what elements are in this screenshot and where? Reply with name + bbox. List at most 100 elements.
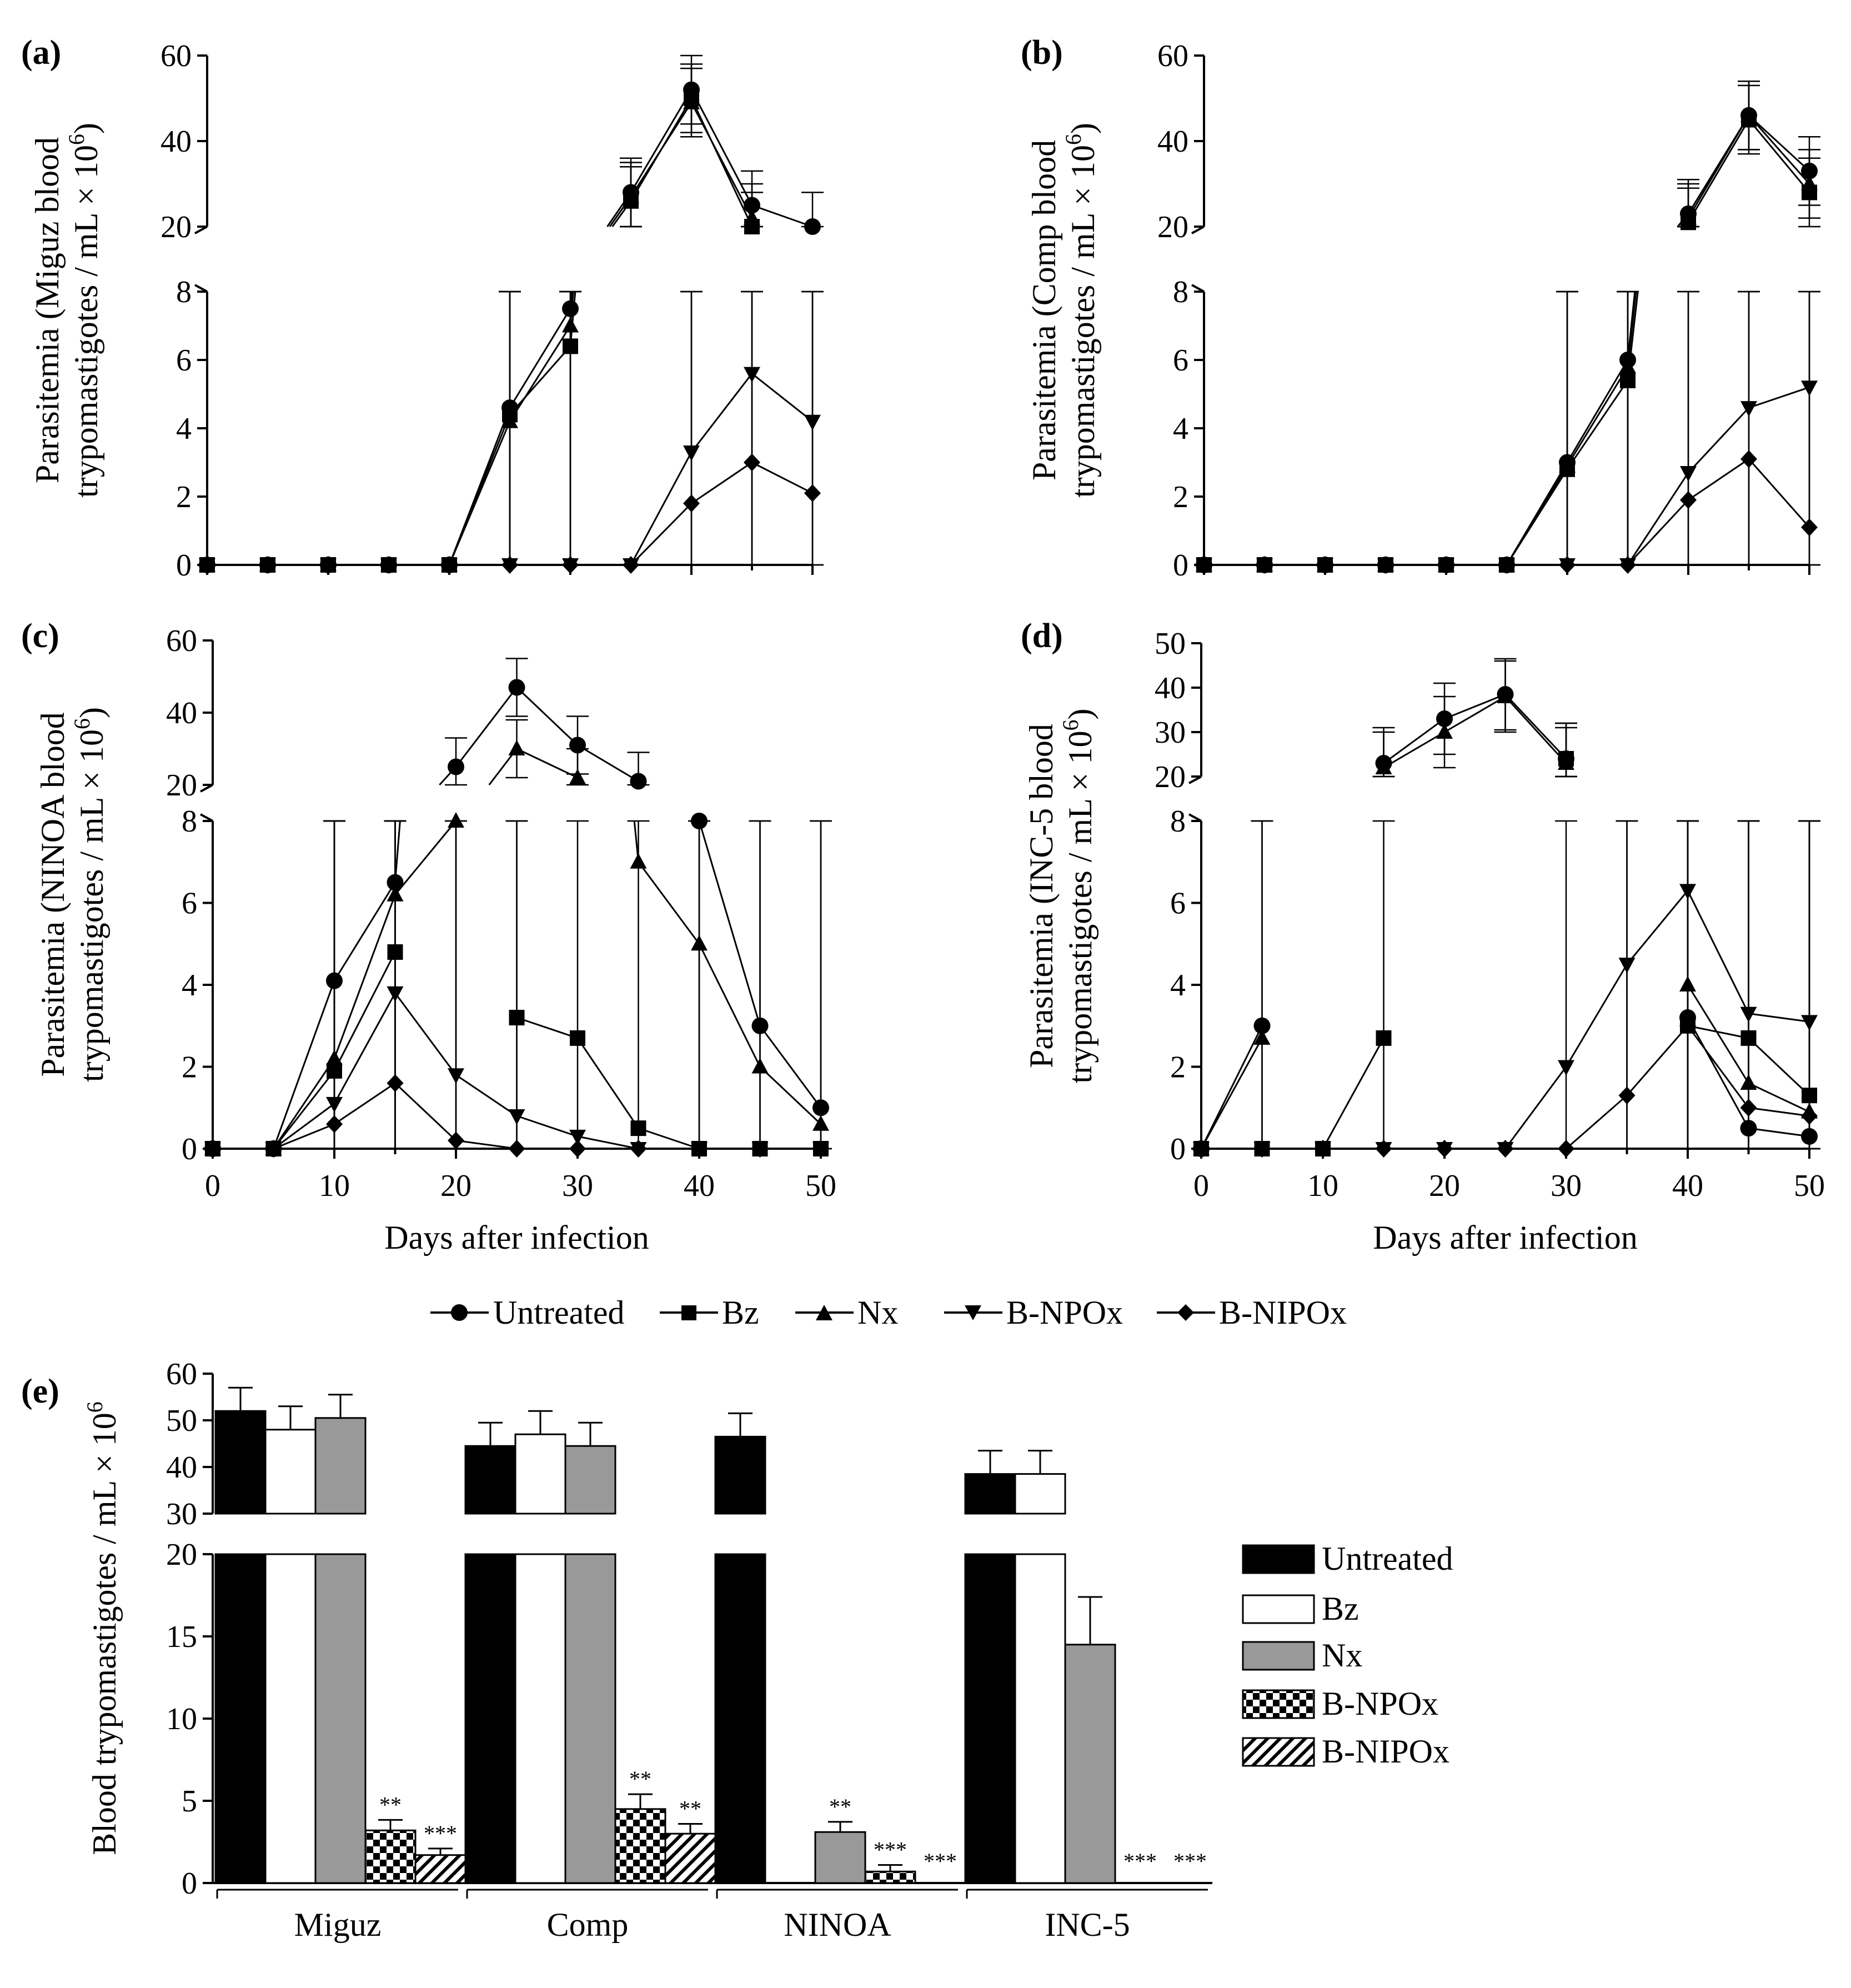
- series-line: [631, 503, 691, 565]
- y-axis-label-close: ): [73, 707, 110, 718]
- x-tick-label: 30: [1551, 1169, 1582, 1203]
- bar-legend-b-nipox-swatch: [1243, 1738, 1314, 1766]
- line-legend: Untreated Bz Nx B-NPOx B-NIPOx: [430, 1294, 1347, 1331]
- x-tick-label: 40: [1672, 1169, 1703, 1203]
- bar-bz-miguz-upper: [265, 1430, 315, 1514]
- series-line: [1749, 459, 1809, 527]
- bar-category-label: Comp: [547, 1906, 629, 1943]
- data-point: [448, 759, 464, 775]
- bar-y-tick-label: 30: [166, 1497, 197, 1531]
- legend-nx-label: Nx: [857, 1294, 898, 1331]
- data-point: [1558, 1140, 1574, 1158]
- y-axis-label-line1: Parasitemia (Comp blood: [1026, 140, 1062, 480]
- data-point: [326, 1115, 343, 1133]
- y-tick-label: 0: [182, 1132, 197, 1166]
- significance-marker: **: [679, 1796, 701, 1821]
- panel-c-letter: (c): [21, 617, 59, 655]
- data-point: [569, 769, 586, 784]
- y-axis-label-line2: trypomastigotes / mL × 10: [68, 145, 104, 498]
- y-tick-label: 4: [1173, 412, 1188, 446]
- y-tick-label: 40: [1155, 671, 1186, 705]
- series-line: [1323, 1038, 1384, 1149]
- series-line: [691, 90, 752, 206]
- x-axis-label: Days after infection: [384, 1219, 649, 1256]
- data-point: [569, 1140, 586, 1158]
- legend-bz-label: Bz: [722, 1294, 759, 1331]
- series-line: [517, 1018, 578, 1038]
- panel-a: 60402086420Parasitemia (Miguz bloodtrypo…: [29, 39, 824, 583]
- series-line: [456, 1140, 517, 1149]
- series-b-nipox-b: [1196, 292, 1820, 574]
- series-line: [631, 103, 691, 197]
- series-bz-a: [199, 64, 763, 573]
- series-b-npox-c: [204, 821, 829, 1158]
- y-tick-label: 60: [166, 624, 197, 658]
- series-line: [578, 1038, 639, 1128]
- series-untreated-b: [1196, 81, 1820, 573]
- bar-y-tick-label: 20: [166, 1538, 197, 1572]
- panel-b-letter: (b): [1021, 34, 1063, 72]
- bar-y-tick-label: 60: [166, 1357, 197, 1391]
- y-tick-label: 8: [176, 275, 192, 309]
- series-line: [1567, 380, 1628, 469]
- series-line: [395, 821, 457, 895]
- y-axis-label-line1: Parasitemia (INC-5 blood: [1023, 724, 1060, 1068]
- bar-y-axis-label-text: Blood trypomastigotes / mL × 10: [86, 1413, 123, 1855]
- series-line: [517, 749, 578, 778]
- bar-untreated-comp: [465, 1554, 515, 1883]
- series-line: [1688, 1026, 1749, 1038]
- y-tick-label: 2: [182, 1050, 197, 1085]
- y-tick-label: 40: [1157, 124, 1188, 159]
- x-tick-label: 0: [205, 1169, 220, 1203]
- y-tick-label: 0: [1170, 1132, 1186, 1166]
- bar-nx-inc-5: [1065, 1645, 1115, 1883]
- series-line: [631, 90, 691, 193]
- bar-legend-b-npox-swatch: [1243, 1690, 1314, 1718]
- series-line: [691, 103, 752, 218]
- legend-b-npox: B-NPOx: [944, 1294, 1123, 1331]
- bar-nx-comp-upper: [565, 1446, 615, 1514]
- series-line: [517, 1116, 578, 1136]
- series-line: [1628, 473, 1688, 565]
- series-line: [1628, 500, 1688, 565]
- significance-marker: ***: [874, 1837, 907, 1862]
- bar-nx-ninoa: [815, 1832, 865, 1883]
- x-tick-label: 10: [319, 1169, 350, 1203]
- bar-category-label: Miguz: [294, 1906, 382, 1943]
- bar-untreated-ninoa: [715, 1554, 765, 1883]
- series-line: [1749, 116, 1809, 171]
- series-line: [1201, 1026, 1262, 1149]
- bar-group-inc-5: INC-5: [965, 1451, 1208, 1943]
- bar-legend-bz-swatch: [1243, 1595, 1314, 1623]
- series-line: [510, 309, 570, 408]
- y-axis-label-line2: trypomastigotes / mL × 10: [1062, 731, 1098, 1084]
- bar-group-comp: Comp: [465, 1411, 715, 1943]
- series-line: [334, 883, 395, 981]
- series-line: [456, 688, 517, 767]
- series-line: [752, 374, 812, 422]
- y-tick-label: 4: [176, 412, 192, 446]
- panel-d: 50403020864200 10 20 30 40 50Days after infec…: [1023, 627, 1825, 1256]
- data-point: [630, 773, 647, 790]
- bar-y-tick-label: 40: [166, 1450, 197, 1485]
- y-tick-label: 8: [1170, 804, 1186, 839]
- series-line: [395, 821, 400, 883]
- y-tick-label: 50: [1155, 627, 1186, 661]
- bar-b-nipox-comp: [665, 1834, 715, 1883]
- bar-untreated-inc-5-upper: [965, 1474, 1015, 1514]
- series-line: [1749, 387, 1809, 408]
- data-point: [630, 853, 647, 869]
- bar-nx-miguz: [315, 1554, 365, 1883]
- series-line: [1566, 1095, 1627, 1149]
- y-tick-label: 40: [160, 124, 192, 159]
- bar-bz-inc-5-upper: [1015, 1474, 1065, 1514]
- series-line: [510, 326, 570, 422]
- y-axis-label-line2: trypomastigotes / mL × 10: [73, 729, 110, 1082]
- bar-untreated-inc-5: [965, 1554, 1015, 1883]
- significance-marker: **: [829, 1794, 851, 1819]
- series-line: [334, 895, 395, 1059]
- series-line: [691, 463, 752, 504]
- series-untreated-a: [199, 56, 824, 573]
- bar-bz-inc-5: [1015, 1554, 1065, 1883]
